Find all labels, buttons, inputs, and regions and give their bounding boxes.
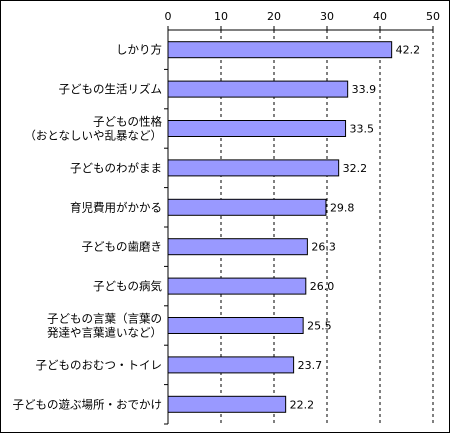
category-label-3: （おとなしいや乱暴など） [24,129,162,143]
category-label-7: 子どもの病気 [93,279,162,293]
bar-3 [167,120,347,137]
x-tick-label: 40 [373,10,387,23]
category-label-2: 子どもの生活リズム [59,82,163,96]
value-label-6: 26.3 [311,241,336,254]
bar-4 [167,159,340,177]
label-layer: 0 10 20 30 40 50 42.2 しかり方 33.9 子どもの生活リズム 33.5 子どもの… [13,10,441,411]
x-tick-label: 50 [426,10,440,23]
bar-9 [167,356,295,374]
category-label-4: 子どものわがまま [70,161,162,175]
x-tick-label: 30 [320,10,334,23]
category-label-10: 子どもの遊ぶ場所・おでかけ [13,397,163,411]
axis-layer [164,26,434,425]
bar-8 [167,317,304,334]
bar-5 [167,198,327,216]
bar-7 [167,277,307,295]
value-label-9: 23.7 [298,359,323,372]
value-label-2: 33.9 [352,83,377,96]
category-label-1: しかり方 [116,43,162,57]
bar-10 [167,395,287,413]
category-label-6: 子どもの歯磨き [82,240,163,254]
value-label-7: 26.0 [310,280,335,293]
value-label-3: 33.5 [350,123,375,136]
bar-layer [167,41,393,413]
category-label-9: 子どものおむつ・トイレ [36,358,163,372]
x-tick-label: 20 [267,10,281,23]
bar-1 [167,41,393,59]
x-tick-label: 0 [165,10,172,23]
value-label-4: 32.2 [343,162,368,175]
category-label-5: 育児費用がかかる [70,200,162,214]
bar-6 [167,238,308,256]
category-label-3: 子どもの性格 [93,115,162,129]
value-label-8: 25.5 [307,320,332,333]
value-label-1: 42.2 [396,44,421,57]
x-tick-label: 10 [214,10,228,23]
value-label-5: 29.8 [330,201,355,214]
category-label-8: 発達や言葉遣いなど） [47,326,162,340]
category-label-8: 子どもの言葉（言葉の [47,312,162,326]
bar-2 [167,80,349,98]
value-label-10: 22.2 [290,398,315,411]
